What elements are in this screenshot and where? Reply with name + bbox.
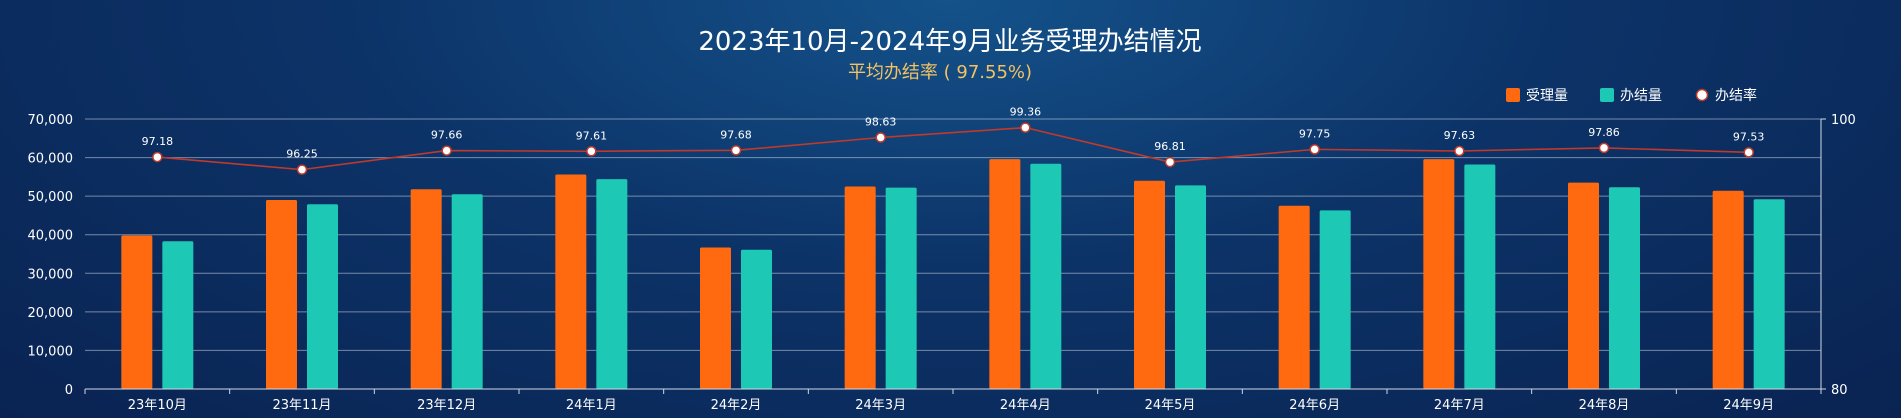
rate-point[interactable]	[1309, 144, 1320, 155]
y-left-tick-label: 20,000	[28, 306, 74, 321]
rate-data-label: 97.61	[576, 129, 608, 142]
rate-point[interactable]	[1598, 142, 1610, 154]
rate-point[interactable]	[1743, 147, 1754, 158]
x-tick-label: 24年1月	[566, 398, 617, 413]
bar-accepted[interactable]	[1134, 180, 1165, 389]
x-tick-label: 23年12月	[417, 398, 476, 413]
rate-point[interactable]	[296, 164, 308, 175]
legend-swatch[interactable]	[1600, 88, 1614, 102]
y-right-tick-label: 100	[1831, 113, 1856, 128]
y-left-tick-label: 50,000	[28, 190, 74, 205]
grid-lines	[85, 118, 1821, 351]
rate-data-label: 97.75	[1299, 127, 1331, 140]
x-tick-label: 24年4月	[1000, 398, 1051, 413]
rate-point[interactable]	[1020, 122, 1031, 133]
bar-accepted[interactable]	[266, 200, 297, 389]
legend-swatch[interactable]	[1695, 88, 1709, 102]
x-tick-label: 24年5月	[1145, 398, 1196, 413]
rate-point[interactable]	[875, 132, 886, 143]
bar-completed[interactable]	[741, 249, 772, 389]
bar-completed[interactable]	[162, 241, 194, 389]
rate-point[interactable]	[730, 145, 742, 156]
rate-line-group: 97.18 96.25 97.66 97.61 97.68 98.63 99.36 96.81…	[142, 106, 1765, 175]
legend[interactable]: 受理量 办结量 办结率	[1506, 87, 1757, 104]
rate-data-label: 98.63	[865, 115, 897, 128]
legend-swatch[interactable]	[1506, 88, 1520, 102]
x-tick-label: 24年8月	[1579, 398, 1630, 413]
x-tick-label: 24年2月	[711, 398, 762, 413]
legend-label[interactable]: 办结量	[1620, 88, 1662, 104]
legend-label[interactable]: 办结率	[1715, 87, 1757, 104]
x-tick-label: 24年9月	[1723, 398, 1774, 413]
rate-point[interactable]	[586, 146, 597, 157]
bar-completed[interactable]	[1753, 199, 1785, 389]
x-tick-label: 24年3月	[855, 398, 906, 413]
bar-completed[interactable]	[1464, 164, 1496, 389]
x-tick-label: 24年6月	[1289, 398, 1340, 413]
y-axis-right: 80 100	[1820, 113, 1856, 398]
x-tick-label: 24年7月	[1434, 398, 1485, 413]
bar-accepted[interactable]	[410, 189, 442, 389]
x-axis: 23年10月 23年11月 23年12月 24年1月 24年2月 24年3月 24年4月 24…	[84, 388, 1822, 413]
y-axis-left: 0 10,000 20,000 30,000 40,000 50,000 60,000 70,…	[28, 113, 74, 398]
rate-data-label: 97.86	[1588, 126, 1620, 139]
legend-label[interactable]: 受理量	[1526, 88, 1568, 104]
bar-accepted[interactable]	[1568, 182, 1599, 389]
x-tick-label: 23年10月	[128, 398, 187, 413]
rate-data-label: 99.36	[1010, 106, 1042, 119]
y-left-tick-label: 0	[65, 383, 73, 398]
rate-line	[157, 126, 1749, 171]
rate-data-label: 97.68	[720, 128, 752, 141]
bar-completed[interactable]	[885, 187, 917, 389]
rate-point[interactable]	[1454, 145, 1465, 157]
bar-completed[interactable]	[1175, 185, 1206, 389]
bar-completed[interactable]	[307, 204, 338, 389]
rate-data-label: 97.63	[1444, 129, 1476, 142]
bar-completed[interactable]	[596, 179, 628, 389]
rate-data-label: 97.18	[142, 135, 174, 148]
rate-point[interactable]	[152, 151, 163, 163]
bar-accepted[interactable]	[989, 159, 1021, 389]
y-left-tick-label: 30,000	[28, 267, 74, 282]
y-left-tick-label: 10,000	[28, 344, 74, 359]
bar-accepted[interactable]	[1712, 190, 1744, 389]
bar-completed[interactable]	[1609, 187, 1640, 389]
y-left-tick-label: 60,000	[28, 152, 74, 167]
bar-completed[interactable]	[451, 194, 483, 389]
rate-data-label: 96.25	[286, 148, 318, 161]
y-right-tick-label: 80	[1831, 383, 1848, 398]
chart-subtitle: 平均办结率 ( 97.55%)	[848, 62, 1032, 83]
x-tick-label: 23年11月	[272, 398, 331, 413]
rate-point[interactable]	[441, 145, 452, 156]
bars-group	[121, 159, 1785, 390]
bar-completed[interactable]	[1319, 210, 1351, 389]
rate-data-label: 97.66	[431, 129, 463, 142]
bar-accepted[interactable]	[844, 186, 876, 390]
bar-accepted[interactable]	[121, 235, 153, 389]
y-left-tick-label: 40,000	[28, 229, 74, 244]
bar-accepted[interactable]	[555, 174, 587, 389]
bar-accepted[interactable]	[1278, 205, 1310, 389]
rate-data-label: 96.81	[1154, 140, 1186, 153]
y-left-tick-label: 70,000	[28, 113, 74, 128]
bar-accepted[interactable]	[1423, 159, 1455, 389]
chart-title: 2023年10月-2024年9月业务受理办结情况	[698, 27, 1201, 57]
rate-point[interactable]	[1164, 156, 1176, 168]
rate-data-label: 97.53	[1733, 130, 1765, 143]
bar-completed[interactable]	[1030, 163, 1062, 389]
bar-accepted[interactable]	[700, 247, 731, 389]
